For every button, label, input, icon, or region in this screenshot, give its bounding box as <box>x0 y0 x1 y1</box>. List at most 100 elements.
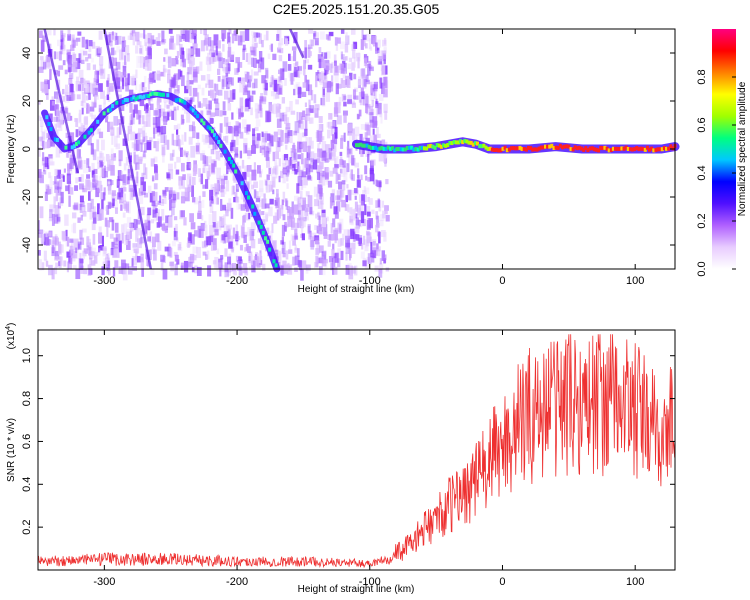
spectrogram-noise-speck <box>307 145 311 154</box>
spectrogram-noise-speck <box>345 252 348 261</box>
spectrogram-noise-speck <box>81 36 85 48</box>
spectrogram-noise-speck <box>142 130 146 143</box>
spectrogram-noise-speck <box>366 256 370 263</box>
spectrogram-noise-speck <box>282 163 287 168</box>
spectrogram-noise-speck <box>139 238 143 245</box>
spectrogram-noise-speck <box>73 61 78 73</box>
spectrogram-noise-speck <box>294 244 297 251</box>
spectrogram-noise-speck <box>167 69 171 75</box>
spectrogram-noise-speck <box>289 100 293 111</box>
spectrogram-noise-speck <box>55 236 59 243</box>
spectrogram-noise-speck <box>251 260 256 273</box>
spectrogram-noise-speck <box>77 31 82 36</box>
spectrogram-ridge-cell <box>597 148 601 153</box>
spectrogram-noise-speck <box>335 172 339 184</box>
spectrogram-ridge-cell <box>558 143 562 148</box>
spectrogram-noise-speck <box>48 231 52 237</box>
spectrogram-noise-speck <box>225 77 230 90</box>
spectrogram-noise-speck <box>317 54 323 63</box>
spectrogram-ridge-cell <box>64 145 68 150</box>
spectrogram-noise-speck <box>366 230 370 236</box>
spectrogram-noise-speck <box>367 63 371 76</box>
spectrogram-noise-speck <box>93 255 98 264</box>
spectrogram-noise-speck <box>138 84 142 96</box>
spectrogram-noise-speck <box>213 147 217 155</box>
spectrogram-noise-speck <box>118 49 124 61</box>
spectrogram-noise-speck <box>38 30 43 38</box>
spectrogram-noise-speck <box>188 48 193 55</box>
spectrogram-noise-speck <box>345 32 348 43</box>
spectrogram-noise-speck <box>305 191 310 197</box>
spectrogram-noise-speck <box>368 218 373 229</box>
spectrogram-noise-speck <box>227 32 230 44</box>
spectrogram-noise-speck <box>359 133 363 144</box>
spectrogram-noise-speck <box>235 239 239 246</box>
spectrogram-noise-speck <box>198 228 204 238</box>
spectrogram-ridge-cell <box>665 146 668 151</box>
spectrogram-noise-speck <box>79 252 82 263</box>
spectrogram-ridge-cell <box>102 111 106 116</box>
spectrogram-noise-speck <box>168 38 174 50</box>
spectrogram-noise-speck <box>219 215 224 227</box>
spectrogram-noise-speck <box>154 173 159 181</box>
spectrogram-noise-speck <box>162 155 165 163</box>
spectrogram-noise-speck <box>332 134 335 143</box>
spectrogram-noise-speck <box>65 229 68 241</box>
spectrogram-noise-speck <box>261 131 264 137</box>
spectrogram-noise-speck <box>59 256 63 266</box>
spectrogram-noise-speck <box>94 95 99 100</box>
spectrogram-ridge-cell <box>654 147 658 152</box>
spectrogram-noise-speck <box>248 251 253 264</box>
spectrogram-noise-speck <box>79 49 85 61</box>
spectrogram-noise-speck <box>297 259 302 267</box>
spectrogram-noise-speck <box>360 174 363 181</box>
spectrogram-noise-speck <box>375 224 379 233</box>
spectrogram-noise-speck <box>384 110 388 120</box>
spectrogram-noise-speck <box>188 33 193 43</box>
spectrogram-noise-speck <box>56 120 61 128</box>
spectrogram-noise-speck <box>370 90 375 101</box>
spectrogram-ridge-cell <box>522 147 526 151</box>
spectrogram-noise-speck <box>355 217 359 226</box>
spectrogram-noise-speck <box>371 209 375 214</box>
spectrogram-noise-speck <box>302 260 307 271</box>
spectrogram-noise-speck <box>56 109 59 117</box>
spectrogram-noise-speck <box>250 107 253 116</box>
spectrogram-noise-speck <box>356 204 361 216</box>
spectrogram-noise-speck <box>123 223 128 235</box>
spectrogram-noise-speck <box>72 250 78 259</box>
spectrogram-noise-speck <box>161 111 164 121</box>
spectrogram-noise-speck <box>285 144 288 150</box>
spectrogram-noise-speck <box>101 139 105 151</box>
spectrogram-noise-speck <box>297 66 302 71</box>
spectrogram-noise-speck <box>75 268 81 280</box>
spectrogram-noise-speck <box>139 257 144 263</box>
spectrogram-noise-speck <box>41 140 45 150</box>
spectrogram-ridge-cell <box>89 128 93 133</box>
spectrogram-ridge-cell <box>601 146 605 151</box>
colorbar-tick-label: 0.4 <box>696 165 708 180</box>
spectrogram-noise-speck <box>280 130 284 142</box>
spectrogram-noise-speck <box>377 50 382 62</box>
spectrogram-noise-speck <box>301 91 307 97</box>
spectrogram-noise-speck <box>73 202 79 210</box>
spectrogram-noise-speck <box>38 232 42 238</box>
spectrogram-noise-speck <box>54 168 58 176</box>
spectrogram-noise-speck <box>260 241 265 250</box>
spectrogram-ridge-cell <box>590 146 594 151</box>
spectrogram-noise-speck <box>296 218 301 228</box>
spectrogram-noise-speck <box>357 114 361 119</box>
spectrogram-noise-speck <box>197 92 200 102</box>
spectrogram-noise-speck <box>103 102 106 109</box>
spectrogram-noise-speck <box>71 90 75 101</box>
spectrogram-noise-speck <box>208 57 212 65</box>
spectrogram-noise-speck <box>126 52 130 62</box>
spectrogram-noise-speck <box>343 132 346 142</box>
spectrogram-noise-speck <box>152 205 157 218</box>
spectrogram-ridge-cell <box>461 140 465 145</box>
spectrogram-noise-speck <box>336 115 342 125</box>
spectrogram-noise-speck <box>285 106 291 113</box>
spectrogram-noise-speck <box>321 136 325 141</box>
spectrogram-noise-speck <box>233 197 236 203</box>
spectrogram-noise-speck <box>327 81 332 88</box>
